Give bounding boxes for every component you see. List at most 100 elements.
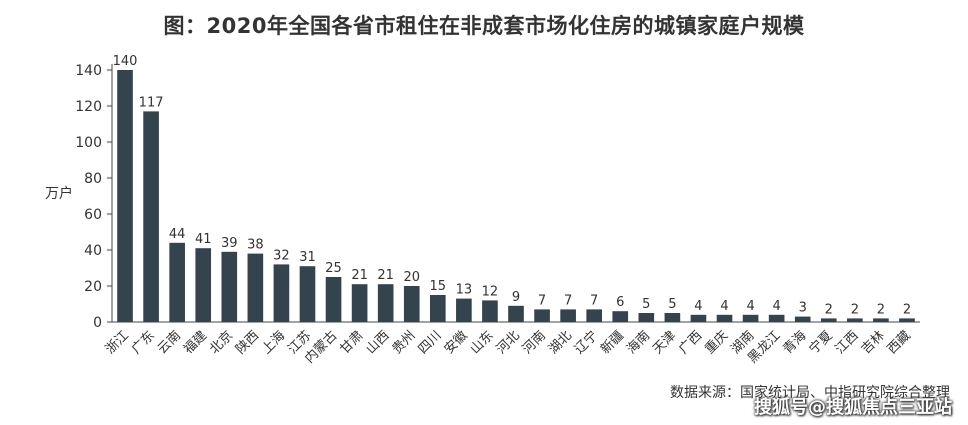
data-label: 3 xyxy=(799,301,807,316)
bar-2 xyxy=(169,242,185,322)
x-tick-label: 宁夏 xyxy=(806,328,836,358)
bar-24 xyxy=(742,314,759,322)
bar-0 xyxy=(117,70,133,322)
data-label: 7 xyxy=(564,293,572,308)
y-tick-label: 60 xyxy=(84,207,102,223)
data-label: 2 xyxy=(825,302,833,317)
x-tick-label: 广东 xyxy=(129,328,158,357)
bar-3 xyxy=(195,248,212,322)
x-tick-label: 北京 xyxy=(207,328,236,357)
x-tick-label: 贵州 xyxy=(390,328,419,357)
bar-13 xyxy=(456,298,472,322)
x-tick-label: 安徽 xyxy=(442,328,471,357)
bar-23 xyxy=(716,314,733,322)
bar-4 xyxy=(221,251,238,322)
data-label: 117 xyxy=(139,95,164,110)
bar-29 xyxy=(873,318,889,322)
x-tick-label: 西藏 xyxy=(885,328,914,357)
bar-12 xyxy=(429,295,446,322)
x-tick-label: 福建 xyxy=(181,328,210,357)
x-tick-label: 甘肃 xyxy=(337,328,366,357)
bar-19 xyxy=(612,311,629,322)
data-label: 6 xyxy=(616,295,624,310)
bar-30 xyxy=(899,318,915,322)
y-axis-label: 万户 xyxy=(45,186,73,202)
data-label: 140 xyxy=(113,54,138,69)
bar-16 xyxy=(534,309,550,322)
data-label: 4 xyxy=(694,299,702,314)
data-label: 9 xyxy=(512,290,520,305)
x-tick-label: 河南 xyxy=(519,328,549,358)
data-label: 5 xyxy=(668,297,676,312)
y-tick-label: 20 xyxy=(84,279,102,295)
data-label: 2 xyxy=(903,302,911,317)
x-tick-label: 上海 xyxy=(259,328,288,357)
bar-22 xyxy=(690,314,707,322)
data-label: 38 xyxy=(247,238,264,253)
bar-20 xyxy=(638,313,655,322)
x-tick-label: 四川 xyxy=(416,328,445,357)
bar-27 xyxy=(820,318,837,322)
data-label: 21 xyxy=(377,268,394,283)
bar-11 xyxy=(403,286,420,322)
x-tick-label: 天津 xyxy=(650,328,679,357)
x-tick-label: 河北 xyxy=(494,328,523,357)
watermark: 搜狐号@搜狐焦点三亚站 xyxy=(754,397,952,418)
x-tick-label: 青海 xyxy=(781,328,810,357)
bar-1 xyxy=(143,111,159,323)
data-label: 7 xyxy=(590,293,598,308)
data-label: 15 xyxy=(430,279,447,294)
data-label: 25 xyxy=(325,261,342,276)
y-tick-label: 80 xyxy=(84,171,102,187)
data-label: 20 xyxy=(403,270,420,285)
y-tick-label: 40 xyxy=(84,243,102,259)
x-tick-label: 陕西 xyxy=(233,328,262,357)
bar-8 xyxy=(325,277,342,322)
bar-7 xyxy=(299,266,316,322)
bar-26 xyxy=(794,316,811,322)
x-tick-label: 浙江 xyxy=(103,328,132,357)
data-label: 7 xyxy=(538,293,546,308)
x-tick-label: 海南 xyxy=(623,328,653,358)
x-tick-label: 山西 xyxy=(364,328,393,357)
y-tick-label: 0 xyxy=(93,315,102,331)
bar-21 xyxy=(664,313,681,322)
data-label: 39 xyxy=(221,236,238,251)
data-label: 4 xyxy=(720,299,728,314)
bar-25 xyxy=(768,314,785,322)
data-label: 41 xyxy=(195,232,212,247)
bar-18 xyxy=(586,309,603,322)
bar-6 xyxy=(273,264,290,322)
data-label: 4 xyxy=(773,299,781,314)
data-label: 4 xyxy=(746,299,754,314)
x-tick-label: 新疆 xyxy=(597,328,627,358)
x-tick-label: 山东 xyxy=(468,328,497,357)
bar-14 xyxy=(482,300,498,322)
data-label: 44 xyxy=(169,227,186,242)
bar-28 xyxy=(847,318,863,322)
data-label: 12 xyxy=(482,284,499,299)
source-note: 数据来源：国家统计局、中指研究院综合整理 xyxy=(670,385,950,401)
x-tick-label: 吉林 xyxy=(859,328,888,357)
bar-9 xyxy=(351,284,368,322)
data-label: 2 xyxy=(851,302,859,317)
data-label: 32 xyxy=(273,248,290,263)
data-label: 5 xyxy=(642,297,650,312)
x-tick-label: 重庆 xyxy=(702,328,732,358)
data-label: 31 xyxy=(299,250,316,265)
data-label: 13 xyxy=(456,283,473,298)
bar-15 xyxy=(508,305,524,322)
bar-10 xyxy=(377,284,394,322)
x-tick-label: 广西 xyxy=(676,328,705,357)
x-tick-label: 湖北 xyxy=(546,328,575,357)
y-tick-label: 140 xyxy=(75,63,102,79)
chart-title: 图：2020年全国各省市租住在非成套市场化住房的城镇家庭户规模 xyxy=(163,14,805,38)
x-tick-label: 云南 xyxy=(154,328,184,358)
bar-5 xyxy=(247,253,264,322)
x-tick-label: 江西 xyxy=(833,328,862,357)
data-label: 21 xyxy=(351,268,368,283)
x-tick-label: 辽宁 xyxy=(571,328,601,358)
data-label: 2 xyxy=(877,302,885,317)
bar-17 xyxy=(560,309,576,322)
